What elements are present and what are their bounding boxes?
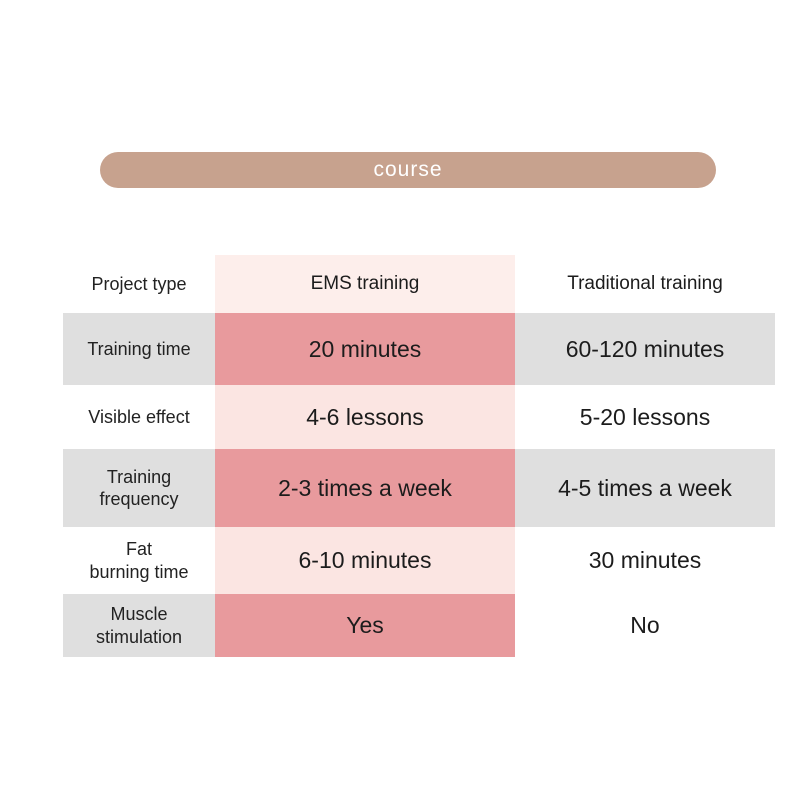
ems-training-frequency: 2-3 times a week <box>215 449 515 527</box>
label-training-frequency: Training frequency <box>63 449 215 527</box>
header-traditional-training: Traditional training <box>515 255 775 313</box>
label-fat-burning-time: Fat burning time <box>63 527 215 594</box>
course-banner: course <box>100 152 716 188</box>
header-ems-training: EMS training <box>215 255 515 313</box>
ems-fat-burning-time: 6-10 minutes <box>215 527 515 594</box>
comparison-table: Project type EMS training Traditional tr… <box>63 255 775 657</box>
label-muscle-stimulation: Muscle stimulation <box>63 594 215 657</box>
traditional-fat-burning-time: 30 minutes <box>515 527 775 594</box>
label-visible-effect: Visible effect <box>63 385 215 449</box>
traditional-visible-effect: 5-20 lessons <box>515 385 775 449</box>
header-project-type: Project type <box>63 255 215 313</box>
ems-training-time: 20 minutes <box>215 313 515 385</box>
traditional-training-time: 60-120 minutes <box>515 313 775 385</box>
label-training-time: Training time <box>63 313 215 385</box>
course-banner-label: course <box>373 158 443 181</box>
traditional-muscle-stimulation: No <box>515 594 775 657</box>
traditional-training-frequency: 4-5 times a week <box>515 449 775 527</box>
ems-muscle-stimulation: Yes <box>215 594 515 657</box>
ems-visible-effect: 4-6 lessons <box>215 385 515 449</box>
